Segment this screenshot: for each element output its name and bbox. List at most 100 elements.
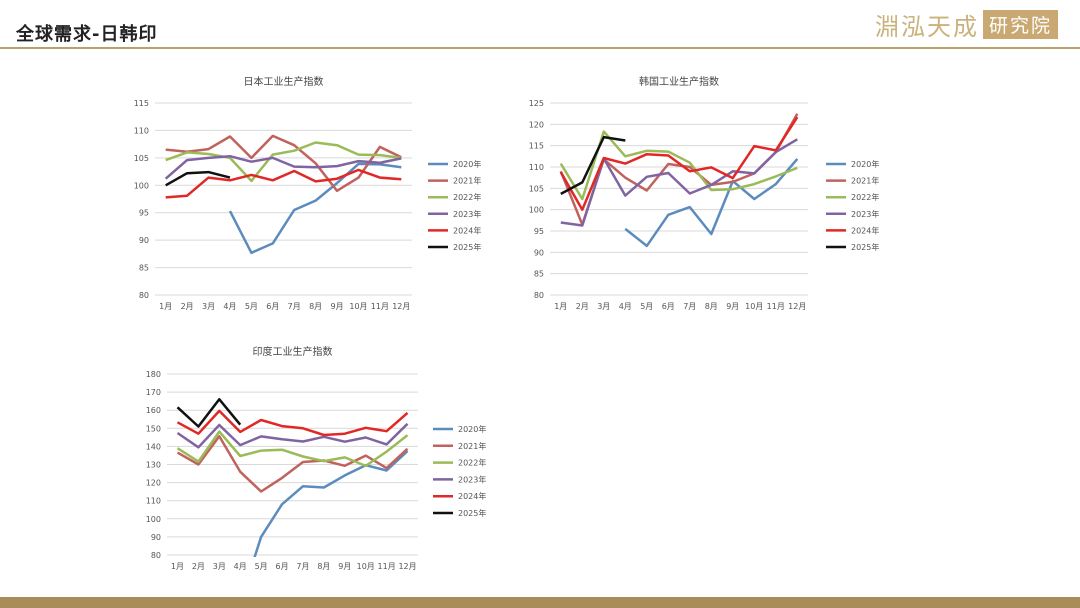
x-tick-label: 12月 <box>788 302 806 311</box>
legend-label: 2020年 <box>851 159 879 169</box>
x-tick-label: 1月 <box>554 302 567 311</box>
legend-label: 2022年 <box>453 192 481 202</box>
series-line <box>165 170 231 187</box>
x-tick-label: 12月 <box>392 302 410 311</box>
chart-title: 日本工业生产指数 <box>244 75 324 88</box>
legend-label: 2025年 <box>458 508 486 518</box>
legend-label: 2025年 <box>851 242 879 252</box>
legend-label: 2025年 <box>453 242 481 252</box>
x-tick-label: 3月 <box>202 302 215 311</box>
y-tick-label: 80 <box>151 551 161 560</box>
header-divider <box>0 47 1080 49</box>
chart-title: 印度工业生产指数 <box>253 345 333 358</box>
x-tick-label: 4月 <box>619 302 632 311</box>
series-line <box>253 450 409 557</box>
series-line <box>176 409 409 437</box>
series-line <box>176 435 409 493</box>
y-tick-label: 115 <box>134 99 149 108</box>
series-group <box>176 398 409 557</box>
x-tick-label: 7月 <box>683 302 696 311</box>
x-tick-label: 8月 <box>309 302 322 311</box>
y-tick-label: 180 <box>146 370 161 379</box>
y-tick-label: 140 <box>146 442 161 451</box>
y-tick-label: 110 <box>134 126 149 135</box>
x-tick-label: 2月 <box>181 302 194 311</box>
y-tick-label: 95 <box>139 209 149 218</box>
x-tick-label: 9月 <box>338 562 351 571</box>
x-tick-label: 7月 <box>288 302 301 311</box>
x-tick-label: 6月 <box>275 562 288 571</box>
x-tick-label: 9月 <box>726 302 739 311</box>
x-tick-label: 2月 <box>192 562 205 571</box>
x-tick-label: 4月 <box>234 562 247 571</box>
page-title: 全球需求-日韩印 <box>16 24 158 45</box>
series-line <box>624 158 799 248</box>
x-tick-label: 2月 <box>576 302 589 311</box>
y-tick-label: 150 <box>146 424 161 433</box>
legend-label: 2023年 <box>453 209 481 219</box>
legend-label: 2023年 <box>458 474 486 484</box>
y-tick-label: 110 <box>529 163 544 172</box>
x-tick-label: 11月 <box>767 302 785 311</box>
x-tick-label: 9月 <box>330 302 343 311</box>
series-line <box>560 135 626 196</box>
x-tick-label: 10月 <box>349 302 367 311</box>
y-tick-label: 90 <box>534 248 544 257</box>
y-tick-label: 120 <box>146 479 161 488</box>
legend-label: 2020年 <box>458 424 486 434</box>
y-tick-label: 170 <box>146 388 161 397</box>
x-tick-label: 5月 <box>245 302 258 311</box>
x-tick-label: 1月 <box>171 562 184 571</box>
y-tick-label: 85 <box>534 270 544 279</box>
y-tick-label: 100 <box>529 206 544 215</box>
x-tick-label: 5月 <box>255 562 268 571</box>
series-line <box>228 162 402 255</box>
y-tick-label: 105 <box>134 154 149 163</box>
x-tick-label: 6月 <box>266 302 279 311</box>
series-line <box>176 422 409 449</box>
series-line <box>176 398 242 428</box>
x-tick-label: 1月 <box>159 302 172 311</box>
legend-label: 2023年 <box>851 209 879 219</box>
y-tick-label: 80 <box>534 291 544 300</box>
y-tick-label: 110 <box>146 497 161 506</box>
chart-title: 韩国工业生产指数 <box>639 75 719 88</box>
series-line <box>165 141 402 183</box>
series-group <box>164 134 402 255</box>
legend-label: 2024年 <box>851 225 879 235</box>
y-tick-label: 100 <box>134 181 149 190</box>
y-tick-label: 130 <box>146 461 161 470</box>
x-tick-label: 4月 <box>223 302 236 311</box>
y-tick-label: 80 <box>139 291 149 300</box>
series-line <box>559 116 799 211</box>
x-tick-label: 5月 <box>640 302 653 311</box>
y-tick-label: 90 <box>139 236 149 245</box>
y-tick-label: 85 <box>139 264 149 273</box>
series-line <box>176 430 409 468</box>
x-tick-label: 12月 <box>398 562 416 571</box>
y-tick-label: 105 <box>529 184 544 193</box>
x-tick-label: 3月 <box>213 562 226 571</box>
series-line <box>164 154 402 180</box>
logo-main-text: 淵泓天成 <box>874 12 979 41</box>
x-tick-label: 8月 <box>317 562 330 571</box>
x-tick-label: 11月 <box>378 562 396 571</box>
y-tick-label: 115 <box>529 142 544 151</box>
legend-label: 2024年 <box>453 225 481 235</box>
x-tick-label: 10月 <box>745 302 763 311</box>
footer-bar <box>0 597 1080 608</box>
y-tick-label: 120 <box>529 120 544 129</box>
y-tick-label: 160 <box>146 406 161 415</box>
x-tick-label: 10月 <box>357 562 375 571</box>
y-tick-label: 90 <box>151 533 161 542</box>
legend-label: 2021年 <box>458 441 486 451</box>
y-tick-label: 95 <box>534 227 544 236</box>
logo-box-text: 研究院 <box>982 9 1058 39</box>
legend-label: 2021年 <box>453 176 481 186</box>
x-tick-label: 8月 <box>705 302 718 311</box>
legend-label: 2024年 <box>458 491 486 501</box>
x-tick-label: 3月 <box>597 302 610 311</box>
brand-logo: 淵泓天成 研究院 <box>874 8 1058 41</box>
